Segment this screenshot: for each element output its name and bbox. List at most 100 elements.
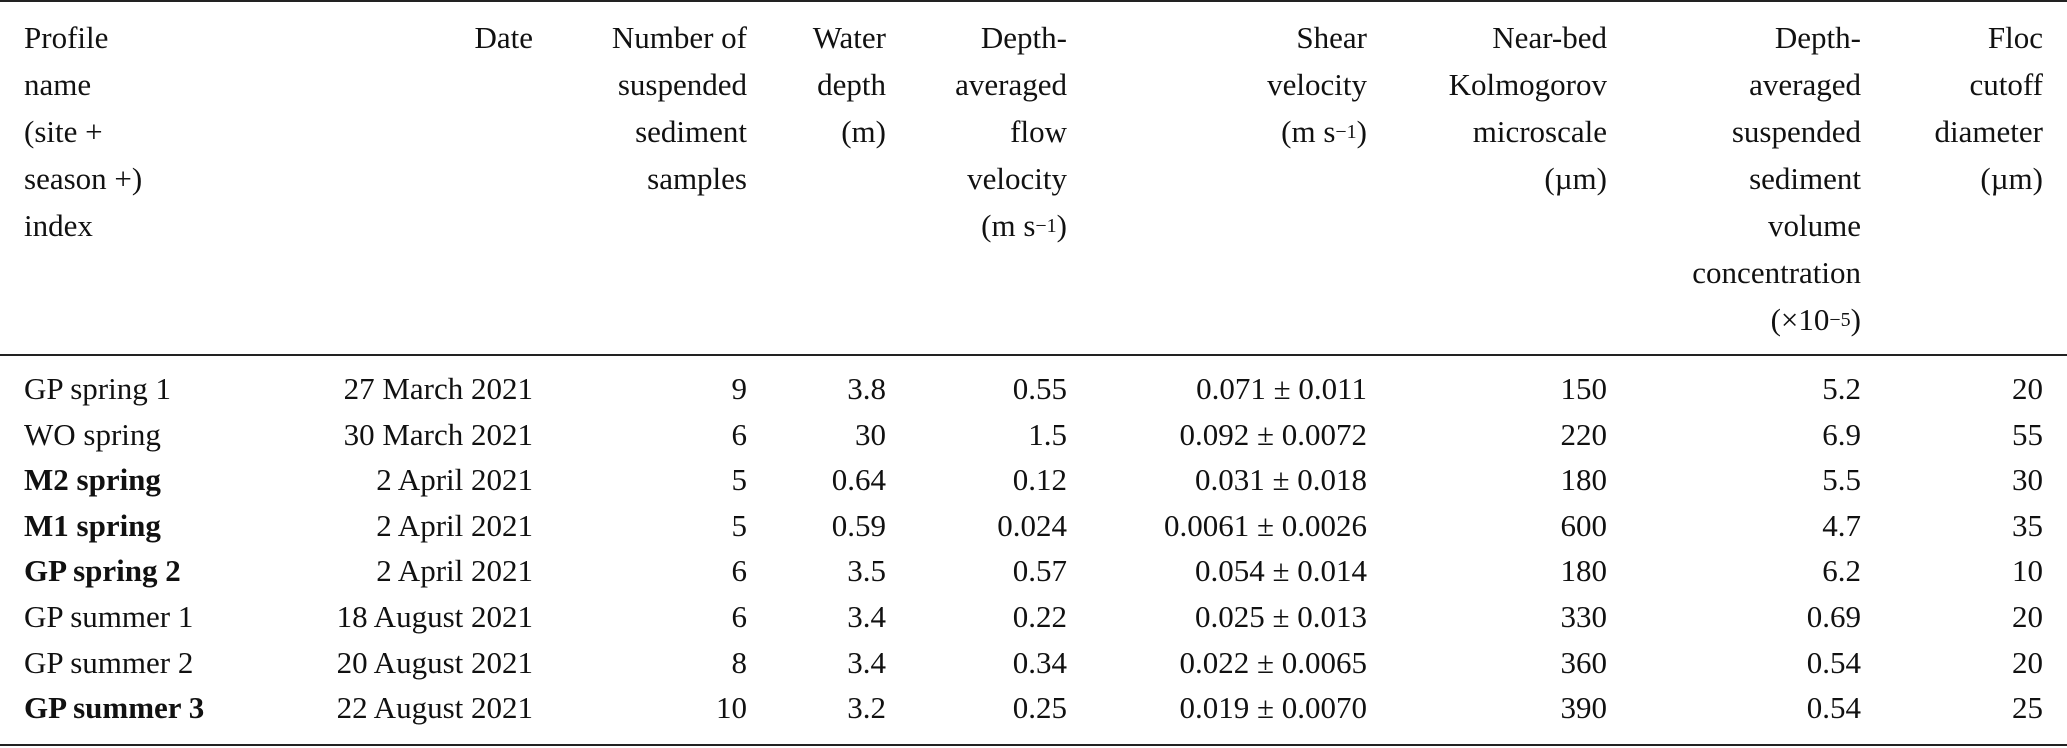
cell-date: 22 August 2021 (336, 690, 533, 726)
cell-kolmogorov: 330 (1560, 599, 1608, 634)
cell-profile: WO spring (24, 416, 161, 452)
cell-water-depth: 3.4 (847, 644, 886, 680)
cell-shear-velocity: 0.092 ± 0.0072 (1179, 416, 1367, 452)
header-depth-line: Water (812, 20, 886, 55)
table-row: GP summer 2 20 August 2021 8 3.4 0.34 0.022 ±… (0, 640, 2067, 686)
table-header-rule (0, 354, 2067, 356)
table-bottom-rule (0, 744, 2067, 746)
unit-exponent: −1 (1335, 121, 1357, 143)
header-profile-line: Profile (24, 20, 109, 55)
header-shear-line: velocity (1267, 67, 1367, 102)
cell-flow-velocity: 0.12 (1012, 462, 1067, 498)
cell-concentration: 4.7 (1822, 507, 1861, 543)
cell-profile: GP summer 3 (24, 690, 205, 726)
unit-exponent: −5 (1829, 309, 1851, 331)
header-conc-line: Depth- (1774, 20, 1861, 55)
cell-kolmogorov: 180 (1560, 553, 1608, 589)
header-flow-unit: (m s−1) (955, 202, 1067, 249)
header-conc-line: volume (1768, 208, 1861, 243)
table-row: GP summer 3 22 August 2021 10 3.2 0.25 0.019 … (0, 685, 2067, 731)
cell-concentration: 6.9 (1822, 416, 1861, 452)
cell-water-depth: 0.59 (831, 507, 886, 543)
header-flow-velocity: Depth- averaged flow velocity (m s−1) (955, 14, 1067, 249)
unit-suffix: ) (1056, 208, 1067, 243)
header-shear-line: Shear (1296, 20, 1367, 55)
cell-kolmogorov: 180 (1560, 462, 1608, 498)
header-depth-line: (m) (841, 114, 886, 149)
header-flow-line: averaged (955, 67, 1067, 102)
header-flow-line: Depth- (980, 20, 1067, 55)
cell-floc-cutoff: 20 (2012, 371, 2043, 406)
header-flow-line: velocity (967, 161, 1067, 196)
cell-flow-velocity: 0.25 (1012, 690, 1067, 726)
header-depth-line: depth (817, 67, 886, 102)
cell-date: 18 August 2021 (336, 599, 533, 634)
cell-samples: 9 (731, 371, 748, 406)
cell-flow-velocity: 0.57 (1012, 553, 1067, 589)
cell-water-depth: 3.4 (847, 599, 886, 634)
cell-concentration: 6.2 (1822, 553, 1861, 589)
header-conc-line: concentration (1692, 255, 1861, 290)
cell-date: 2 April 2021 (376, 462, 533, 498)
header-profile-line: season +) (24, 161, 143, 196)
unit-suffix: ) (1850, 302, 1861, 337)
table-top-rule (0, 0, 2067, 2)
header-flow-line: flow (1010, 114, 1067, 149)
cell-shear-velocity: 0.022 ± 0.0065 (1179, 644, 1367, 680)
table-row: M2 spring 2 April 2021 5 0.64 0.12 0.031 ± 0.… (0, 457, 2067, 503)
table-row: M1 spring 2 April 2021 5 0.59 0.024 0.0061 ± … (0, 503, 2067, 549)
header-kolmo-line: microscale (1472, 114, 1607, 149)
cell-profile: M2 spring (24, 462, 161, 498)
header-profile-line: (site + (24, 114, 103, 149)
header-shear-velocity: Shear velocity (m s−1) (1267, 14, 1367, 155)
header-samples: Number of suspended sediment samples (612, 14, 747, 202)
cell-water-depth: 3.8 (847, 371, 886, 406)
cell-date: 2 April 2021 (376, 507, 533, 543)
cell-shear-velocity: 0.025 ± 0.013 (1194, 599, 1367, 634)
header-conc-line: sediment (1749, 161, 1861, 196)
cell-profile: GP summer 2 (24, 644, 194, 680)
cell-samples: 6 (731, 553, 748, 589)
header-conc-line: suspended (1731, 114, 1861, 149)
header-floc-line: diameter (1934, 114, 2043, 149)
cell-floc-cutoff: 35 (2012, 507, 2043, 543)
cell-samples: 10 (716, 690, 747, 726)
cell-profile: M1 spring (24, 507, 161, 543)
header-samples-line: sediment (635, 114, 747, 149)
cell-kolmogorov: 360 (1560, 644, 1608, 680)
cell-concentration: 5.2 (1822, 371, 1861, 406)
cell-water-depth: 3.2 (847, 690, 886, 726)
unit-suffix: ) (1356, 114, 1367, 149)
cell-concentration: 0.54 (1806, 644, 1861, 680)
cell-profile: GP spring 1 (24, 371, 171, 406)
header-date: Date (474, 14, 533, 61)
cell-kolmogorov: 600 (1560, 507, 1608, 543)
cell-shear-velocity: 0.019 ± 0.0070 (1179, 690, 1367, 726)
header-floc-line: (µm) (1980, 161, 2043, 196)
header-samples-line: samples (647, 161, 747, 196)
cell-shear-velocity: 0.071 ± 0.011 (1196, 371, 1367, 406)
unit-prefix: (m s (981, 208, 1036, 243)
header-concentration: Depth- averaged suspended sediment volum… (1692, 14, 1861, 343)
header-profile-line: index (24, 208, 93, 243)
table-row: GP spring 2 2 April 2021 6 3.5 0.57 0.054 ± 0… (0, 548, 2067, 594)
cell-date: 27 March 2021 (343, 371, 533, 406)
cell-concentration: 5.5 (1822, 462, 1861, 498)
cell-shear-velocity: 0.0061 ± 0.0026 (1163, 507, 1367, 543)
cell-water-depth: 3.5 (847, 553, 886, 589)
cell-samples: 6 (731, 599, 748, 634)
header-kolmo-line: Kolmogorov (1448, 67, 1607, 102)
header-date-line: Date (474, 20, 533, 55)
header-samples-line: suspended (617, 67, 747, 102)
table-row: GP spring 1 27 March 2021 9 3.8 0.55 0.071 ± … (0, 366, 2067, 412)
cell-floc-cutoff: 20 (2012, 644, 2043, 680)
header-shear-unit: (m s−1) (1267, 108, 1367, 155)
header-profile: Profile name (site + season +) index (24, 14, 142, 249)
cell-water-depth: 0.64 (831, 462, 886, 498)
cell-date: 2 April 2021 (376, 553, 533, 589)
header-samples-line: Number of (611, 20, 747, 55)
header-conc-line: averaged (1749, 67, 1861, 102)
cell-floc-cutoff: 25 (2012, 690, 2043, 726)
header-kolmo-line: (µm) (1544, 161, 1607, 196)
header-water-depth: Water depth (m) (813, 14, 886, 155)
